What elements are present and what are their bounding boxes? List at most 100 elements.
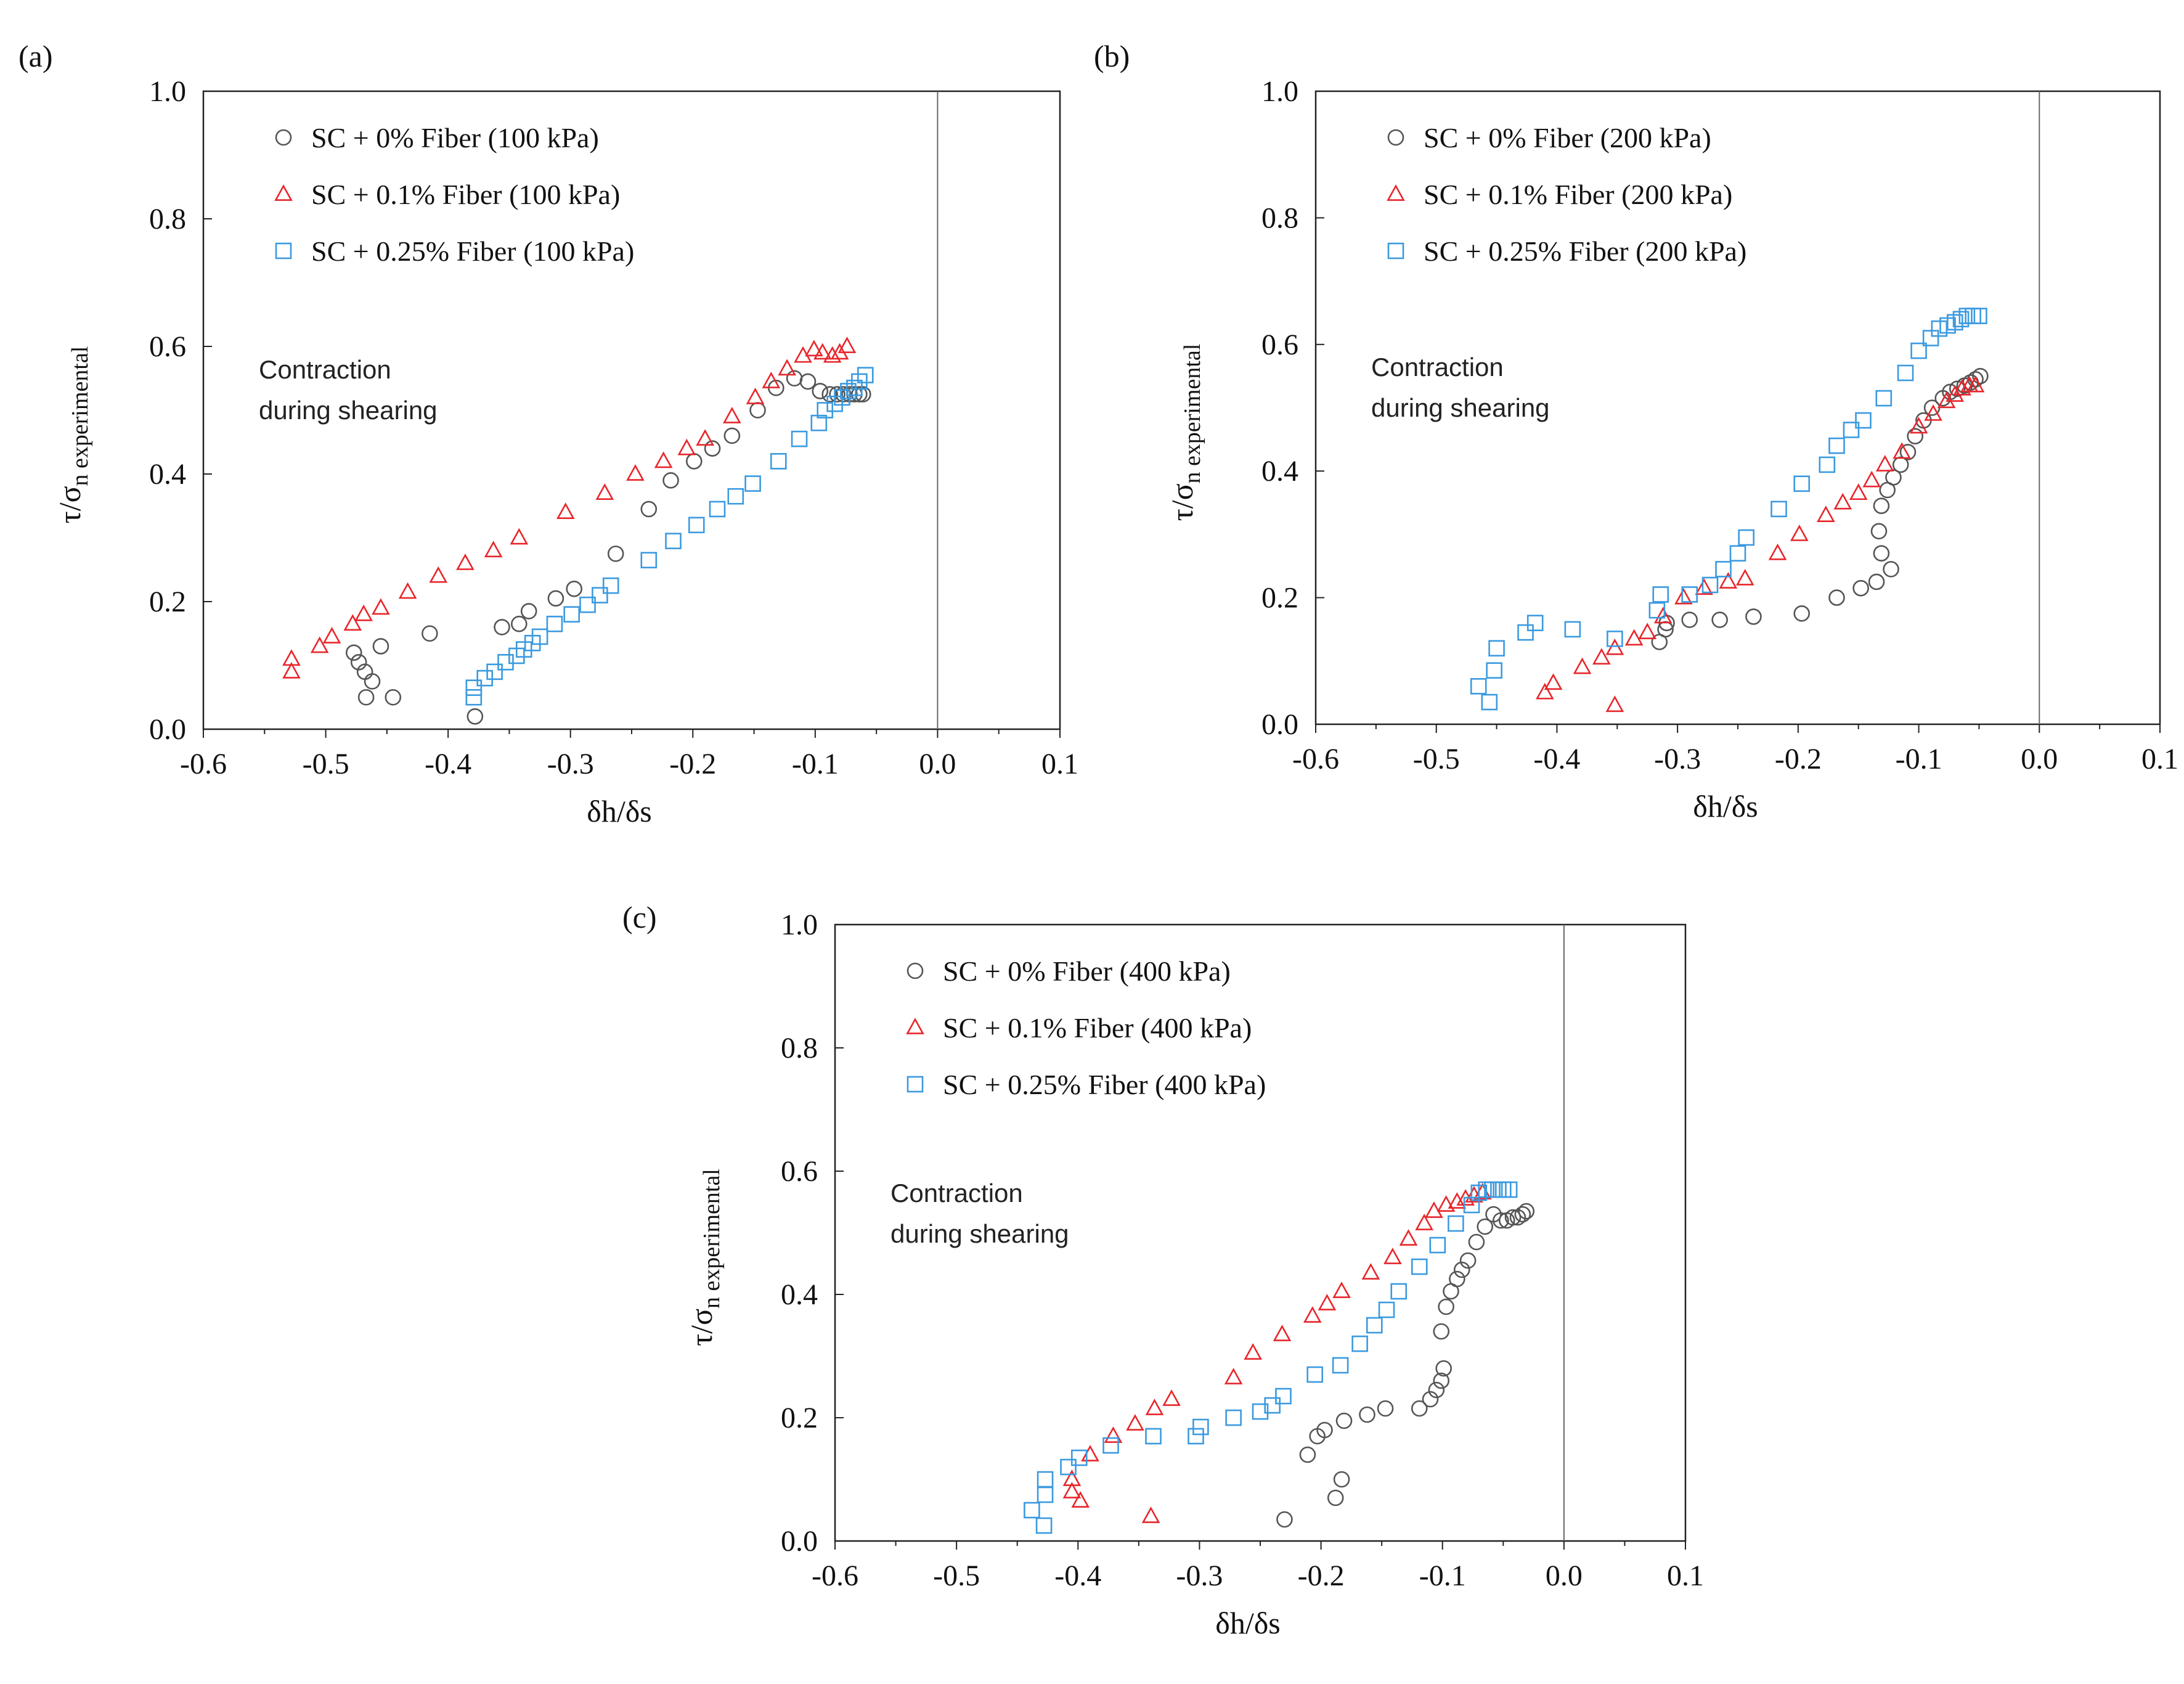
legend-item: SC + 0.25% Fiber (200 kPa) xyxy=(1387,235,1746,267)
data-point xyxy=(1351,1335,1368,1352)
data-point xyxy=(1624,629,1644,646)
legend-marker xyxy=(907,962,924,979)
x-tick-label: -0.1 xyxy=(792,748,839,780)
data-point xyxy=(1070,1449,1088,1466)
data-point xyxy=(1849,483,1868,501)
legend-marker xyxy=(275,129,292,146)
data-point xyxy=(364,673,381,690)
x-tick-label: -0.4 xyxy=(1054,1559,1101,1592)
annotation-line-2: during shearing xyxy=(890,1219,1069,1248)
x-axis-label: δh/δs xyxy=(587,794,651,828)
data-point xyxy=(1273,1325,1292,1341)
panel-a: (a) 0.0 0.2 0.4 0.6 0.8 1.0 -0.6 -0.5 -0.4 -0.3 -… xyxy=(18,39,1078,828)
x-axis-label: δh/δs xyxy=(1693,789,1758,824)
data-point xyxy=(1922,330,1939,346)
legend-marker xyxy=(906,1018,924,1034)
y-tick-label: 0.8 xyxy=(781,1032,818,1065)
data-point xyxy=(1453,1261,1470,1278)
data-points xyxy=(282,337,874,725)
panel-label: (b) xyxy=(1094,39,1130,73)
series-square xyxy=(1470,308,1987,711)
legend-marker xyxy=(274,184,293,201)
data-point xyxy=(810,414,828,431)
data-point xyxy=(1188,1428,1204,1445)
legend: SC + 0% Fiber (400 kPa) SC + 0.1% Fiber … xyxy=(906,955,1266,1100)
data-point xyxy=(1264,1397,1281,1414)
legend-circle-icon xyxy=(907,962,924,979)
data-point xyxy=(1870,523,1888,540)
legend-item: SC + 0.1% Fiber (100 kPa) xyxy=(274,179,620,210)
data-point xyxy=(476,669,494,687)
data-point xyxy=(497,654,514,671)
data-point xyxy=(1411,1258,1428,1275)
data-point xyxy=(1306,1366,1324,1383)
data-point xyxy=(1509,1209,1526,1226)
series-square xyxy=(1024,1181,1518,1534)
x-tick-label: -0.3 xyxy=(1654,743,1701,775)
x-tick-label: -0.2 xyxy=(1298,1559,1345,1592)
data-point xyxy=(821,386,838,403)
data-point xyxy=(834,389,850,406)
data-point xyxy=(1335,1412,1353,1429)
data-point xyxy=(1681,611,1698,628)
data-point xyxy=(1459,1252,1477,1269)
data-point xyxy=(778,359,796,376)
legend-label: SC + 0% Fiber (100 kPa) xyxy=(311,122,599,153)
data-point xyxy=(1952,311,1970,328)
x-tick-label: -0.3 xyxy=(547,748,594,780)
data-point xyxy=(607,546,624,562)
legend-item: SC + 0.25% Fiber (400 kPa) xyxy=(907,1069,1266,1100)
data-point xyxy=(1141,1506,1160,1523)
data-point xyxy=(456,554,475,570)
x-tick-label: -0.5 xyxy=(1413,743,1460,775)
legend-label: SC + 0.25% Fiber (200 kPa) xyxy=(1424,235,1746,267)
data-point xyxy=(1470,678,1487,695)
legend-circle-icon xyxy=(1387,129,1404,146)
data-point xyxy=(749,402,766,419)
x-tick-label: 0.1 xyxy=(1041,748,1078,780)
data-point xyxy=(1359,1406,1375,1423)
panel-b: (b) 0.0 0.2 0.4 0.6 0.8 1.0 -0.6 -0.5 -0.4 -0.3 -… xyxy=(1094,39,2178,824)
series-circle xyxy=(1276,1203,1535,1528)
data-point xyxy=(531,628,548,645)
x-tick-label: 0.0 xyxy=(2021,743,2058,775)
data-point xyxy=(1966,375,1985,393)
legend-marker xyxy=(907,1076,924,1093)
data-point xyxy=(1361,1263,1380,1280)
data-point xyxy=(1433,1372,1450,1389)
data-point xyxy=(1946,314,1963,331)
data-point xyxy=(1953,378,1971,396)
data-point xyxy=(662,472,679,489)
data-point xyxy=(343,614,362,631)
data-point xyxy=(1972,367,1989,385)
data-point xyxy=(465,679,483,697)
data-point xyxy=(1910,342,1927,359)
data-point xyxy=(727,488,744,505)
data-point xyxy=(1060,1458,1077,1476)
data-point xyxy=(486,663,503,681)
legend-item: SC + 0.1% Fiber (400 kPa) xyxy=(906,1012,1252,1044)
data-point xyxy=(1449,1270,1465,1288)
x-tick-label: -0.1 xyxy=(1896,743,1942,775)
data-points xyxy=(1470,308,1989,713)
data-point xyxy=(547,590,564,607)
data-point xyxy=(1828,589,1845,606)
legend-marker xyxy=(275,242,292,260)
data-point xyxy=(1062,1482,1082,1498)
data-point xyxy=(770,452,787,470)
data-point xyxy=(709,501,726,518)
data-point xyxy=(1501,1181,1518,1198)
data-point xyxy=(1674,587,1693,605)
data-point xyxy=(805,340,823,357)
y-tick-label: 0.0 xyxy=(149,713,186,746)
legend-item: SC + 0.1% Fiber (200 kPa) xyxy=(1387,179,1732,210)
y-axis-label-subscript: n experimental xyxy=(699,1169,725,1309)
data-point xyxy=(1514,1206,1531,1223)
series-circle xyxy=(1651,367,1989,650)
data-point xyxy=(1276,1511,1293,1528)
data-point xyxy=(1605,638,1624,655)
data-point xyxy=(1790,525,1809,541)
data-point xyxy=(1819,456,1836,473)
data-point xyxy=(1885,469,1902,486)
data-point xyxy=(1711,611,1728,628)
